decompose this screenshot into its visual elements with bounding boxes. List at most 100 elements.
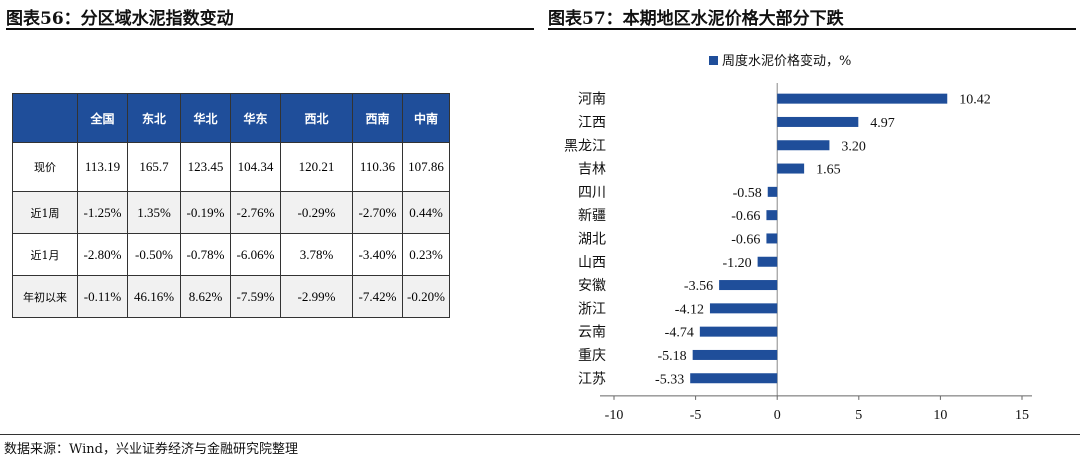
category-label: 浙江 xyxy=(578,301,606,317)
x-tick-label: 0 xyxy=(774,408,781,423)
category-label: 四川 xyxy=(578,185,606,201)
legend-swatch xyxy=(709,56,718,65)
data-label: 3.20 xyxy=(841,139,866,154)
price-change-bar-chart: 周度水泥价格变动，% 河南 10.42 江西 4.97 黑龙江 3.20 吉林 1.65 四川 -0… xyxy=(564,53,1032,423)
x-tick-label: -10 xyxy=(605,408,624,423)
table-body: 现价 113.19 165.7 123.45 104.34 120.21 110.36 107… xyxy=(12,142,450,318)
data-label: -3.56 xyxy=(684,279,713,294)
table-cell: -3.40% xyxy=(352,233,403,276)
data-label: -4.74 xyxy=(665,326,694,341)
x-tick-label: 10 xyxy=(933,408,947,423)
x-tick-label: -5 xyxy=(690,408,702,423)
category-label: 湖北 xyxy=(578,231,606,247)
category-label: 江西 xyxy=(578,115,606,131)
table-cell: 104.34 xyxy=(230,142,281,192)
data-label: 10.42 xyxy=(959,93,991,108)
x-tick-label: 15 xyxy=(1015,408,1029,423)
bar xyxy=(709,303,778,314)
table-cell: 165.7 xyxy=(127,142,181,192)
table-cell: -0.19% xyxy=(180,191,231,234)
category-label: 重庆 xyxy=(578,348,606,364)
table-row: 近1周 -1.25% 1.35% -0.19% -2.76% -0.29% -2.70% 0.… xyxy=(12,191,450,234)
category-label: 吉林 xyxy=(578,162,606,178)
data-label: -0.66 xyxy=(731,209,760,224)
table-cell: -1.25% xyxy=(77,191,128,234)
table-cell: -2.99% xyxy=(280,275,353,318)
table-header-cell: 华东 xyxy=(230,93,281,143)
bar xyxy=(699,326,778,337)
left-figure-title: 图表56：分区域水泥指数变动 xyxy=(6,9,234,29)
table-cell: 113.19 xyxy=(77,142,128,192)
table-cell: 107.86 xyxy=(402,142,450,192)
table-row: 年初以来 -0.11% 46.16% 8.62% -7.59% -2.99% -7.42% -… xyxy=(12,275,450,318)
footer-rule xyxy=(0,434,1080,435)
data-label: -0.58 xyxy=(733,186,762,201)
data-label: -0.66 xyxy=(731,232,760,247)
bar xyxy=(777,93,948,104)
table-cell: 0.23% xyxy=(402,233,450,276)
right-figure-title: 图表57：本期地区水泥价格大部分下跌 xyxy=(548,9,844,29)
table-cell: -0.78% xyxy=(180,233,231,276)
bar xyxy=(757,256,778,267)
right-title-rule xyxy=(548,28,1076,30)
bar xyxy=(766,210,778,221)
table-cell: 120.21 xyxy=(280,142,353,192)
region-index-table: 全国 东北 华北 华东 西北 西南 中南 现价 113.19 165.7 123.45 104.34… xyxy=(12,93,450,318)
legend-label: 周度水泥价格变动，% xyxy=(722,53,851,69)
table-cell: -0.29% xyxy=(280,191,353,234)
table-cell: 3.78% xyxy=(280,233,353,276)
table-row-label: 现价 xyxy=(12,142,78,192)
table-row-label: 近1月 xyxy=(12,233,78,276)
category-label: 云南 xyxy=(578,325,606,341)
table-header-cell: 华北 xyxy=(180,93,231,143)
table-header-cell: 东北 xyxy=(127,93,181,143)
table-cell: -0.50% xyxy=(127,233,181,276)
data-source-note: 数据来源：Wind，兴业证券经济与金融研究院整理 xyxy=(4,442,298,457)
table-cell: -2.70% xyxy=(352,191,403,234)
table-cell: -7.42% xyxy=(352,275,403,318)
table-cell: -6.06% xyxy=(230,233,281,276)
bar xyxy=(766,233,778,244)
category-label: 山西 xyxy=(578,255,606,271)
table-cell: -2.76% xyxy=(230,191,281,234)
table-cell: -0.11% xyxy=(77,275,128,318)
table-header-cell: 中南 xyxy=(402,93,450,143)
table-cell: 8.62% xyxy=(180,275,231,318)
table-header-cell: 西南 xyxy=(352,93,403,143)
table-row: 现价 113.19 165.7 123.45 104.34 120.21 110.36 107… xyxy=(12,142,450,192)
table-cell: -7.59% xyxy=(230,275,281,318)
table-cell: -2.80% xyxy=(77,233,128,276)
data-label: 1.65 xyxy=(816,163,841,178)
left-title-rule xyxy=(6,28,534,30)
category-label: 安徽 xyxy=(578,278,606,294)
bar xyxy=(719,280,778,291)
bar xyxy=(777,163,805,174)
table-header-cell: 西北 xyxy=(280,93,353,143)
category-label: 黑龙江 xyxy=(564,138,606,154)
data-label: -4.12 xyxy=(675,302,704,317)
table-cell: 0.44% xyxy=(402,191,450,234)
bar xyxy=(777,140,830,151)
category-label: 河南 xyxy=(578,92,606,108)
table-header-row: 全国 东北 华北 华东 西北 西南 中南 xyxy=(12,93,450,143)
bar xyxy=(777,116,859,127)
table-cell: 46.16% xyxy=(127,275,181,318)
data-label: 4.97 xyxy=(870,116,895,131)
data-label: -1.20 xyxy=(722,256,751,271)
table-cell: -0.20% xyxy=(402,275,450,318)
bar xyxy=(692,349,778,360)
category-label: 新疆 xyxy=(578,208,606,224)
data-label: -5.33 xyxy=(655,372,684,387)
table-header-blank xyxy=(12,93,78,143)
bar xyxy=(690,373,778,384)
x-tick-label: 5 xyxy=(855,408,862,423)
category-label: 江苏 xyxy=(578,371,606,387)
bar xyxy=(767,186,778,197)
table-cell: 1.35% xyxy=(127,191,181,234)
table-row-label: 年初以来 xyxy=(12,275,78,318)
table-cell: 110.36 xyxy=(352,142,403,192)
table-row: 近1月 -2.80% -0.50% -0.78% -6.06% 3.78% -3.40% 0.… xyxy=(12,233,450,276)
table-header-cell: 全国 xyxy=(77,93,128,143)
table-row-label: 近1周 xyxy=(12,191,78,234)
data-label: -5.18 xyxy=(657,349,686,364)
